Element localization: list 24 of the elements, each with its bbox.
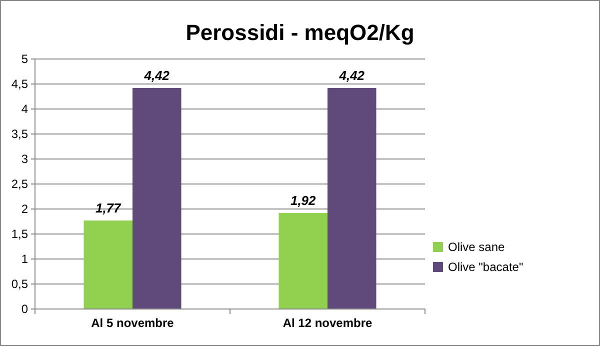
x-tick-label: Al 5 novembre (91, 316, 174, 330)
y-tick-label: 2 (21, 202, 28, 216)
legend-label: Olive "bacate" (448, 260, 524, 274)
y-tick-label: 1 (21, 252, 28, 266)
data-label: 4,42 (143, 68, 170, 83)
bar (278, 213, 328, 309)
y-tick-label: 0,5 (11, 277, 28, 292)
y-tick-label: 0 (21, 302, 28, 316)
y-tick-label: 5 (21, 52, 28, 66)
data-label: 4,42 (338, 68, 366, 83)
y-tick-label: 4,5 (11, 77, 28, 92)
legend-label: Olive sane (448, 240, 506, 254)
y-tick-label: 3 (21, 152, 28, 166)
chart-title: Perossidi - meqO2/Kg (186, 20, 414, 45)
x-tick-label: Al 12 novembre (282, 316, 373, 330)
y-tick-label: 1,5 (11, 227, 28, 242)
bar (84, 220, 132, 309)
bar (328, 88, 376, 309)
bar (132, 88, 182, 309)
y-tick-label: 4 (21, 102, 28, 116)
y-tick-label: 3,5 (11, 127, 28, 142)
data-label: 1,77 (95, 200, 122, 216)
data-label: 1,92 (290, 193, 317, 208)
y-tick-label: 2,5 (11, 177, 28, 192)
